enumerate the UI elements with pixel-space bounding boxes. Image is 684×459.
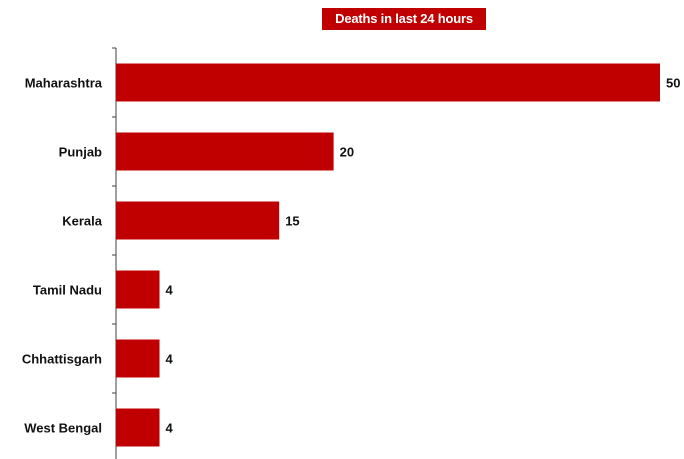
category-label: Maharashtra bbox=[25, 76, 103, 91]
value-label: 4 bbox=[166, 352, 174, 367]
category-label: Kerala bbox=[62, 214, 103, 229]
value-label: 15 bbox=[285, 214, 299, 229]
bar-punjab bbox=[116, 132, 334, 171]
axis-layer bbox=[112, 47, 117, 459]
bar-maharashtra bbox=[116, 63, 660, 102]
bars-layer bbox=[116, 63, 660, 447]
bar-west-bengal bbox=[116, 408, 160, 447]
category-label: Tamil Nadu bbox=[33, 283, 102, 298]
value-label: 20 bbox=[340, 145, 354, 160]
value-label: 50 bbox=[666, 76, 680, 91]
category-label: Punjab bbox=[59, 145, 102, 160]
labels-layer: Maharashtra 50 Punjab 20 Kerala 15 Tamil Nadu 4… bbox=[22, 76, 681, 436]
bar-kerala bbox=[116, 201, 280, 240]
bar-tamil-nadu bbox=[116, 270, 160, 309]
value-label: 4 bbox=[166, 421, 174, 436]
category-label: West Bengal bbox=[24, 421, 102, 436]
bar-chhattisgarh bbox=[116, 339, 160, 378]
category-label: Chhattisgarh bbox=[22, 352, 102, 367]
chart-title: Deaths in last 24 hours bbox=[322, 8, 486, 30]
value-label: 4 bbox=[166, 283, 174, 298]
